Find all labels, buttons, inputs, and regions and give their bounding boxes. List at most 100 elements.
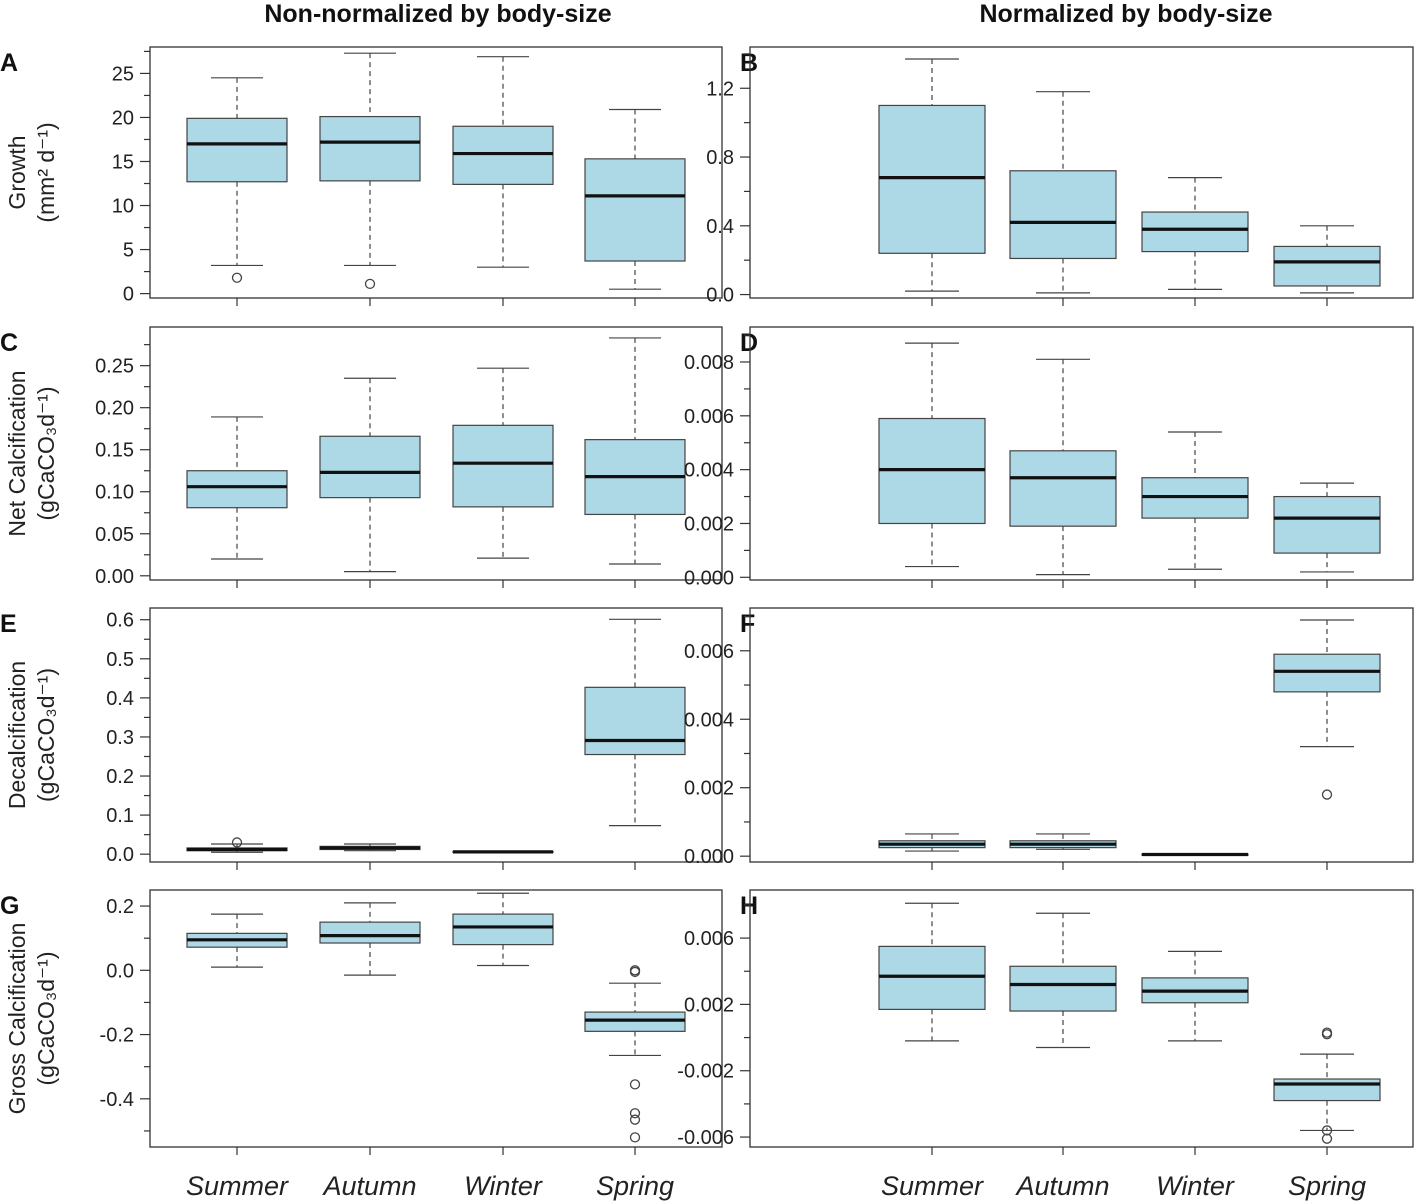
- box-c-winter: [452, 367, 554, 559]
- y-tick-label: 0.004: [684, 460, 734, 482]
- box-b-summer: [878, 58, 986, 292]
- y-tick-label: 0.3: [106, 727, 134, 749]
- y-tick-label: 0.000: [684, 846, 734, 868]
- y-tick-label: -0.2: [100, 1025, 134, 1047]
- y-tick-label: 0.6: [106, 610, 134, 632]
- category-labels: Summer Autumn Winter Spring Summer Autumn Wint…: [186, 1171, 1366, 1201]
- iqr-box: [1009, 170, 1117, 260]
- left-column-title: Non-normalized by body-size: [264, 0, 611, 28]
- iqr-box: [1273, 245, 1381, 287]
- y-tick-label: 0.10: [95, 482, 134, 504]
- y-tick-label: 0.0: [106, 960, 134, 982]
- iqr-box: [1273, 653, 1381, 693]
- y-tick-label: -0.006: [677, 1127, 734, 1149]
- plot-frame-a: [149, 46, 723, 299]
- box-h-winter: [1141, 950, 1249, 1042]
- y-tick-label: 0.000: [684, 567, 734, 589]
- box-b-winter: [1141, 177, 1249, 291]
- y-tick-label: 0.20: [95, 398, 134, 420]
- panel-letter-e: E: [0, 610, 17, 638]
- outlier-point: [629, 1079, 641, 1090]
- outlier-point: [364, 278, 376, 290]
- y-tick-label: 0.2: [106, 896, 134, 918]
- category-label-summer-left: Summer: [186, 1171, 289, 1201]
- panel-letter-f: F: [740, 610, 755, 638]
- iqr-box: [1273, 495, 1381, 554]
- plot-frame-c: [149, 326, 723, 581]
- outlier-point: [1321, 1125, 1333, 1136]
- box-a-summer: [186, 77, 288, 283]
- outlier-point: [629, 1114, 641, 1125]
- plot-frame-b: [749, 46, 1414, 299]
- box-h-spring: [1273, 1027, 1381, 1144]
- y-tick-label: 0.002: [684, 994, 734, 1016]
- category-label-summer-right: Summer: [881, 1171, 984, 1201]
- y-tick-label: 0.008: [684, 352, 734, 374]
- iqr-box: [452, 913, 554, 946]
- plot-frame-g: [149, 889, 723, 1148]
- y-axis-label-g: Gross Calcification: [4, 923, 30, 1115]
- plot-frame-e: [149, 607, 723, 863]
- y-axis-unit-a: (mm² d⁻¹): [33, 122, 59, 222]
- iqr-box: [1009, 450, 1117, 527]
- y-axis-unit-g: (gCaCO₃d⁻¹): [33, 952, 59, 1086]
- outlier-point: [1321, 1133, 1333, 1144]
- y-tick-label: 0.15: [95, 440, 134, 462]
- y-tick-label: 0.00: [95, 566, 134, 588]
- panel-e: E 0.0 0.1 0.2 0.3 0.4 0.5 0.6 Decalcification (gC…: [0, 607, 723, 870]
- outlier-point: [629, 1132, 641, 1143]
- box-c-spring: [584, 337, 686, 565]
- panel-letter-b: B: [740, 49, 758, 77]
- box-g-autumn: [319, 902, 421, 976]
- outlier-point: [1321, 789, 1333, 800]
- iqr-box: [319, 921, 421, 944]
- y-axis-label-e: Decalcification: [4, 661, 30, 809]
- y-tick-label: 0.006: [684, 406, 734, 428]
- y-tick-label: 0.1: [106, 805, 134, 827]
- panel-letter-h: H: [740, 892, 758, 920]
- iqr-box: [452, 125, 554, 185]
- panel-d: D 0.000 0.002 0.004 0.006 0.008: [684, 326, 1414, 589]
- box-h-autumn: [1009, 912, 1117, 1049]
- panel-c: C 0.00 0.05 0.10 0.15 0.20 0.25 Net Calcificati…: [0, 326, 723, 588]
- category-label-autumn-right: Autumn: [1014, 1171, 1109, 1201]
- outlier-point: [1321, 1029, 1333, 1040]
- iqr-box: [1141, 211, 1249, 253]
- panel-a: A 0 5 10 15 20 25 Growth (mm² d⁻¹): [0, 46, 723, 306]
- y-tick-label: 0.006: [684, 641, 734, 663]
- iqr-box: [878, 945, 986, 1010]
- y-tick-label: 25: [112, 63, 134, 85]
- category-label-winter-right: Winter: [1156, 1171, 1235, 1201]
- box-b-spring: [1273, 225, 1381, 294]
- box-d-spring: [1273, 482, 1381, 573]
- box-e-winter: [452, 850, 554, 854]
- iqr-box: [319, 435, 421, 499]
- panel-letter-a: A: [0, 49, 18, 77]
- box-b-autumn: [1009, 91, 1117, 294]
- box-f-spring: [1273, 619, 1381, 800]
- iqr-box: [186, 470, 288, 509]
- box-d-autumn: [1009, 358, 1117, 576]
- y-tick-label: -0.002: [677, 1061, 734, 1083]
- y-tick-label: 1.2: [706, 78, 734, 100]
- y-tick-label: 0.05: [95, 524, 134, 546]
- iqr-box: [878, 104, 986, 254]
- box-a-spring: [584, 108, 686, 290]
- plot-frame-f: [749, 607, 1414, 863]
- y-tick-label: 0.002: [684, 513, 734, 535]
- box-h-summer: [878, 902, 986, 1042]
- y-tick-label: 0.006: [684, 928, 734, 950]
- plot-frame-d: [749, 326, 1414, 581]
- plot-frame-h: [749, 889, 1414, 1148]
- panel-b: B 0.0 0.4 0.8 1.2: [706, 46, 1414, 307]
- y-tick-label: 0.5: [106, 649, 134, 671]
- box-g-spring: [584, 965, 686, 1143]
- iqr-box: [584, 686, 686, 756]
- y-tick-label: 0.8: [706, 147, 734, 169]
- y-axis-label-a: Growth: [4, 135, 30, 209]
- y-tick-label: 0.25: [95, 356, 134, 378]
- box-a-winter: [452, 56, 554, 268]
- outlier-point: [231, 272, 243, 283]
- y-tick-label: 0: [123, 284, 134, 306]
